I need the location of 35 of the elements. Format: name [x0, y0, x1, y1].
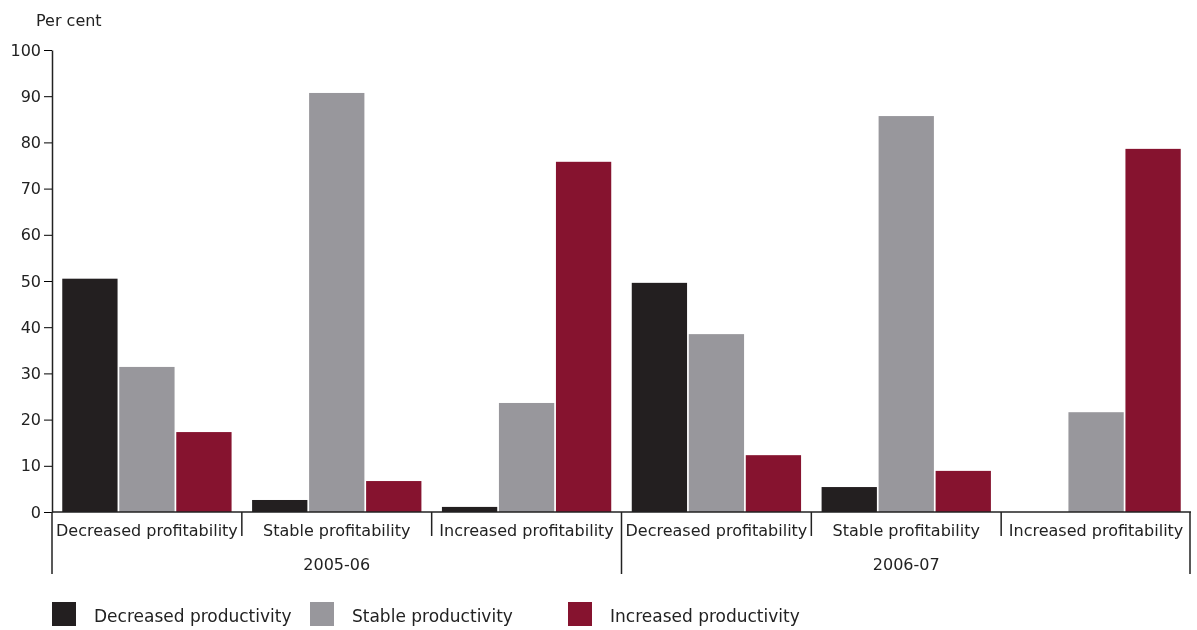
legend-label: Decreased productivity: [94, 606, 292, 626]
bar: [176, 432, 232, 512]
bar: [1068, 412, 1124, 512]
y-tick-label: 50: [20, 271, 41, 291]
bar: [309, 92, 365, 512]
y-tick-label: 90: [20, 86, 41, 106]
x-tick-label: Increased profitability: [439, 521, 614, 540]
y-tick-label: 80: [20, 133, 41, 153]
y-axis-title: Per cent: [36, 11, 102, 30]
bar: [745, 455, 802, 512]
y-tick-label: 100: [10, 40, 41, 60]
legend-label: Stable productivity: [352, 606, 513, 626]
bar: [1125, 148, 1181, 512]
y-tick-label: 60: [20, 225, 41, 245]
legend-label: Increased productivity: [610, 606, 800, 626]
x-tick-label: Stable profitability: [832, 521, 980, 540]
x-tick-label: Decreased profitability: [56, 521, 238, 540]
bar: [366, 481, 422, 512]
bar: [498, 402, 555, 512]
y-tick-label: 20: [20, 410, 41, 430]
x-tick-label: Increased profitability: [1008, 521, 1184, 540]
bar: [555, 161, 612, 512]
y-tick-label: 10: [20, 456, 41, 476]
y-tick-label: 70: [20, 179, 41, 199]
x-tick-label: Stable profitability: [263, 521, 411, 540]
bar: [688, 334, 745, 512]
y-tick-label: 0: [30, 502, 41, 522]
bar: [119, 366, 175, 512]
text: 2005-06: [303, 555, 371, 574]
bar: [935, 470, 991, 512]
bar: [878, 116, 934, 512]
x-tick-label: Decreased profitability: [625, 521, 808, 540]
text: 2006-07: [872, 555, 940, 574]
y-tick-label: 40: [20, 317, 41, 337]
y-tick-label: 30: [20, 364, 41, 384]
